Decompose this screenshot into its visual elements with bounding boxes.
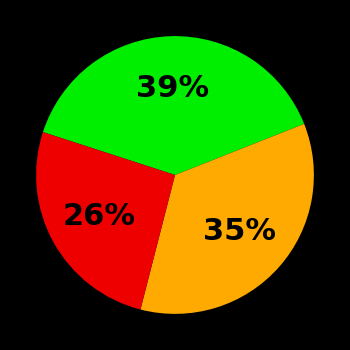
Wedge shape [36, 132, 175, 309]
Text: 35%: 35% [203, 217, 276, 246]
Text: 26%: 26% [63, 202, 136, 231]
Wedge shape [140, 124, 314, 314]
Wedge shape [43, 36, 304, 175]
Text: 39%: 39% [136, 75, 209, 104]
